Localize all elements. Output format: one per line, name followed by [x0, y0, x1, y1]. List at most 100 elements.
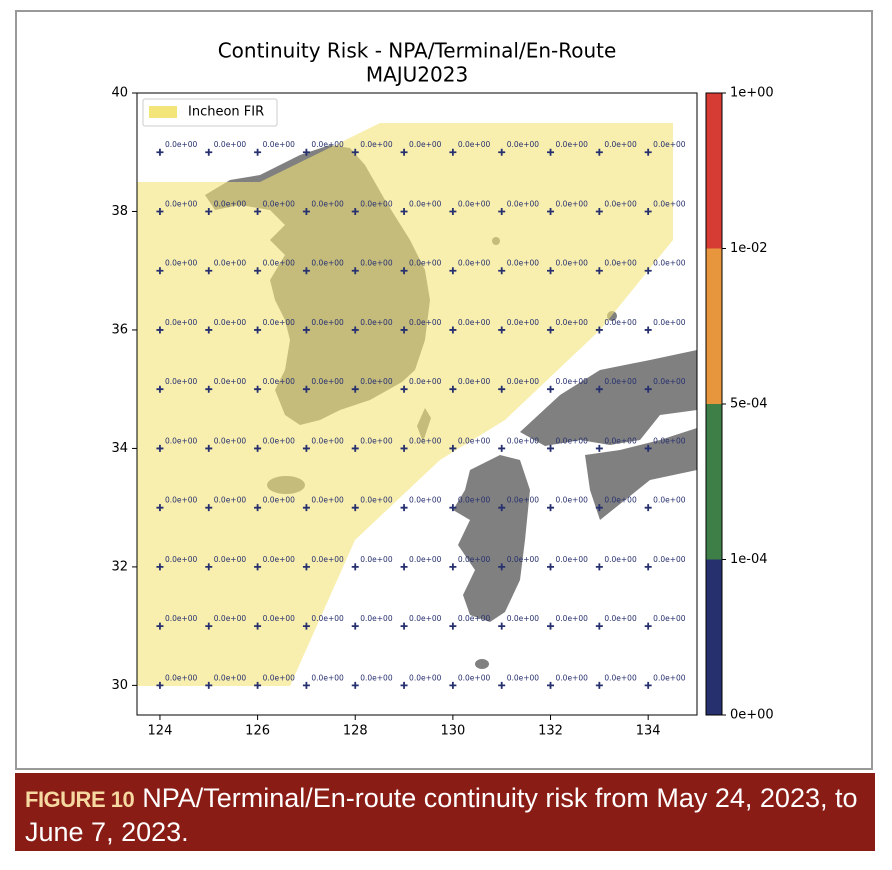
point — [302, 622, 310, 630]
fir-area — [137, 123, 673, 686]
point — [302, 681, 310, 689]
legend-swatch — [149, 106, 177, 118]
point — [498, 207, 506, 215]
point — [205, 563, 213, 571]
point-label: 0.0e+00 — [409, 614, 442, 623]
point-label: 0.0e+00 — [458, 318, 491, 327]
point — [351, 444, 359, 452]
point-label: 0.0e+00 — [165, 259, 198, 268]
point-label: 0.0e+00 — [507, 199, 540, 208]
point — [205, 444, 213, 452]
point — [254, 326, 262, 334]
point — [595, 444, 603, 452]
point — [644, 504, 652, 512]
point — [400, 681, 408, 689]
point — [205, 681, 213, 689]
point-label: 0.0e+00 — [263, 259, 296, 268]
point — [595, 563, 603, 571]
caption-text: NPA/Terminal/En-route continuity risk fr… — [25, 783, 858, 847]
point-label: 0.0e+00 — [507, 259, 540, 268]
y-tick-label: 32 — [111, 559, 128, 574]
point-label: 0.0e+00 — [458, 436, 491, 445]
point-label: 0.0e+00 — [653, 377, 686, 386]
point — [205, 207, 213, 215]
point-label: 0.0e+00 — [653, 496, 686, 505]
point — [498, 622, 506, 630]
point — [156, 504, 164, 512]
y-tick-label: 38 — [111, 204, 128, 219]
point-label: 0.0e+00 — [360, 259, 393, 268]
point-label: 0.0e+00 — [165, 436, 198, 445]
point-label: 0.0e+00 — [263, 436, 296, 445]
point-label: 0.0e+00 — [653, 199, 686, 208]
point-label: 0.0e+00 — [214, 436, 247, 445]
colorbar-tick-label: 1e+00 — [730, 86, 774, 101]
point-label: 0.0e+00 — [409, 377, 442, 386]
point — [205, 622, 213, 630]
point-label: 0.0e+00 — [311, 318, 344, 327]
point — [156, 207, 164, 215]
colorbar-tick-label: 1e-02 — [730, 241, 768, 256]
point-label: 0.0e+00 — [311, 199, 344, 208]
point-label: 0.0e+00 — [604, 673, 637, 682]
legend-label: Incheon FIR — [188, 105, 264, 120]
point-label: 0.0e+00 — [214, 318, 247, 327]
point-label: 0.0e+00 — [458, 555, 491, 564]
point-label: 0.0e+00 — [165, 140, 198, 149]
point-label: 0.0e+00 — [604, 377, 637, 386]
point — [498, 385, 506, 393]
point-label: 0.0e+00 — [556, 140, 589, 149]
point — [254, 622, 262, 630]
point-label: 0.0e+00 — [409, 673, 442, 682]
point-label: 0.0e+00 — [311, 496, 344, 505]
point-label: 0.0e+00 — [409, 318, 442, 327]
point-label: 0.0e+00 — [409, 259, 442, 268]
point-label: 0.0e+00 — [458, 377, 491, 386]
point-label: 0.0e+00 — [507, 673, 540, 682]
point-label: 0.0e+00 — [458, 673, 491, 682]
point-label: 0.0e+00 — [653, 555, 686, 564]
point-label: 0.0e+00 — [653, 436, 686, 445]
point-label: 0.0e+00 — [653, 140, 686, 149]
point — [644, 148, 652, 156]
point-label: 0.0e+00 — [409, 555, 442, 564]
map — [137, 123, 697, 686]
y-tick-label: 34 — [111, 441, 128, 456]
point-label: 0.0e+00 — [653, 318, 686, 327]
point-label: 0.0e+00 — [556, 377, 589, 386]
point-label: 0.0e+00 — [360, 614, 393, 623]
point-label: 0.0e+00 — [556, 496, 589, 505]
point-label: 0.0e+00 — [604, 259, 637, 268]
point — [547, 207, 555, 215]
point-label: 0.0e+00 — [263, 377, 296, 386]
point — [302, 267, 310, 275]
point-label: 0.0e+00 — [458, 496, 491, 505]
point — [302, 326, 310, 334]
point-label: 0.0e+00 — [458, 199, 491, 208]
point-label: 0.0e+00 — [360, 436, 393, 445]
point-label: 0.0e+00 — [507, 377, 540, 386]
point-label: 0.0e+00 — [311, 555, 344, 564]
caption-label: FIGURE 10 — [25, 787, 135, 812]
point-label: 0.0e+00 — [653, 259, 686, 268]
point — [302, 148, 310, 156]
point-label: 0.0e+00 — [507, 614, 540, 623]
point — [498, 148, 506, 156]
point — [644, 267, 652, 275]
y-tick-label: 30 — [111, 678, 128, 693]
point — [449, 563, 457, 571]
point-label: 0.0e+00 — [311, 614, 344, 623]
point — [205, 385, 213, 393]
point — [498, 504, 506, 512]
point — [449, 622, 457, 630]
point-label: 0.0e+00 — [556, 673, 589, 682]
point-label: 0.0e+00 — [604, 140, 637, 149]
point — [254, 148, 262, 156]
point-label: 0.0e+00 — [214, 614, 247, 623]
point — [351, 385, 359, 393]
point-label: 0.0e+00 — [556, 318, 589, 327]
point — [400, 385, 408, 393]
point — [351, 563, 359, 571]
point — [547, 148, 555, 156]
point — [400, 267, 408, 275]
